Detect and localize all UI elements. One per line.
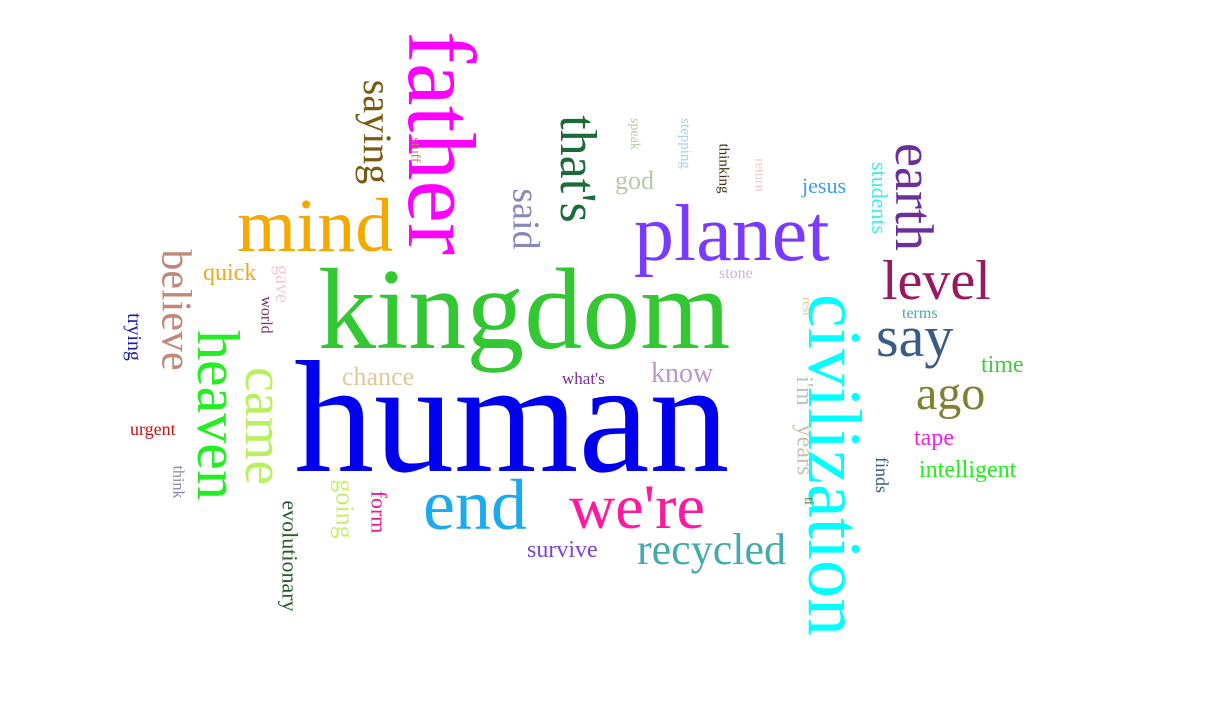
word-thats: that's — [548, 115, 606, 223]
word-speak: speak — [626, 118, 642, 150]
word-thinking: thinking — [715, 143, 732, 194]
word-end: end — [423, 465, 527, 545]
word-planet: planet — [634, 190, 830, 278]
word-going: going — [330, 479, 360, 539]
word-students: students — [867, 161, 893, 235]
word-think: think — [169, 465, 187, 499]
word-ago: ago — [916, 367, 986, 420]
word-know: know — [651, 358, 714, 389]
word-evolutionary: evolutionary — [277, 500, 303, 612]
word-whats: what's — [562, 369, 605, 388]
word-came: came — [233, 366, 296, 486]
word-level: level — [882, 250, 991, 312]
word-finds: finds — [872, 457, 892, 493]
word-said: said — [504, 188, 547, 250]
word-form: form — [366, 490, 392, 534]
word-god: god — [615, 166, 654, 195]
word-saying: saying — [355, 79, 401, 185]
word-earth: earth — [883, 143, 944, 251]
word-years: years — [791, 424, 818, 476]
word-recycled: recycled — [637, 525, 786, 574]
word-im: i'm — [790, 376, 817, 406]
word-terms: terms — [902, 305, 938, 322]
word-were: we're — [569, 471, 705, 542]
word-urgent: urgent — [130, 419, 176, 439]
word-jesus: jesus — [802, 173, 846, 198]
word-stepping: stepping — [676, 118, 693, 169]
word-rest: rest — [799, 297, 815, 316]
word-ti: ti — [800, 497, 816, 505]
word-human: human — [294, 328, 730, 506]
word-intelligent: intelligent — [919, 457, 1017, 483]
word-chance: chance — [342, 362, 415, 391]
word-mind: mind — [237, 184, 394, 268]
word-believe: believe — [152, 249, 199, 371]
word-return: return — [751, 158, 767, 192]
word-kingdom: kingdom — [318, 246, 731, 374]
word-quick: quick — [203, 260, 257, 286]
word-stuff: stuff — [407, 137, 423, 163]
word-survive: survive — [527, 537, 598, 563]
word-trying: trying — [122, 313, 145, 361]
word-time: time — [981, 352, 1024, 378]
word-tape: tape — [914, 425, 954, 451]
word-gave: gave — [270, 265, 293, 303]
word-stone: stone — [719, 265, 753, 282]
word-say: say — [876, 304, 954, 369]
word-world: world — [257, 296, 275, 334]
